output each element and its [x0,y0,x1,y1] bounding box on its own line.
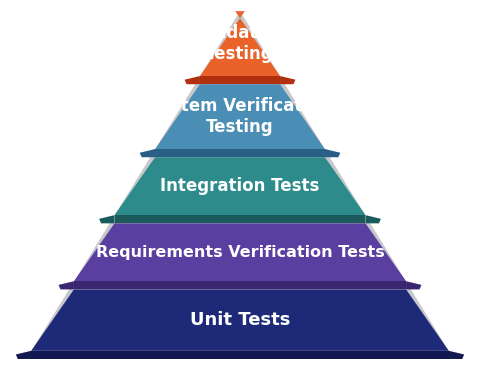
Polygon shape [115,215,365,223]
Polygon shape [26,11,454,359]
Polygon shape [115,157,365,215]
Polygon shape [185,76,200,84]
Polygon shape [325,149,340,157]
Text: Requirements Verification Tests: Requirements Verification Tests [96,245,384,260]
Polygon shape [449,351,464,359]
Polygon shape [365,215,381,223]
Polygon shape [59,281,74,289]
Polygon shape [200,11,280,76]
Polygon shape [140,149,155,157]
Polygon shape [280,76,295,84]
Polygon shape [99,215,115,223]
Polygon shape [31,351,449,359]
Polygon shape [74,281,406,289]
Polygon shape [16,351,31,359]
Polygon shape [31,289,449,351]
Polygon shape [155,84,325,149]
Text: Unit Tests: Unit Tests [190,311,290,329]
Text: System Verification
Testing: System Verification Testing [148,97,332,136]
Polygon shape [406,281,421,289]
Text: Validation
Testing: Validation Testing [193,24,287,63]
Polygon shape [74,223,406,281]
Text: Integration Tests: Integration Tests [160,177,320,195]
Polygon shape [200,76,280,84]
Polygon shape [155,149,325,157]
